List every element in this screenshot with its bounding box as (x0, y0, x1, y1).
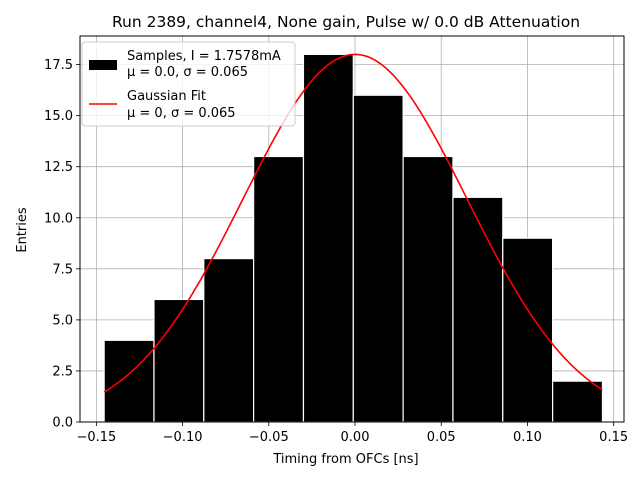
y-axis-ticks: 0.0 2.5 5.0 7.5 10.0 12.5 15.0 17.5 (44, 58, 80, 431)
y-tick-label: 0.0 (52, 416, 73, 431)
y-tick-label: 2.5 (52, 364, 73, 379)
legend-fit-stats: μ = 0, σ = 0.065 (127, 106, 236, 121)
histogram-bar (203, 258, 255, 423)
x-tick-label: −0.15 (76, 430, 116, 445)
x-tick-label: 0.15 (599, 430, 628, 445)
x-axis-label: Timing from OFCs [ns] (272, 452, 418, 467)
y-tick-label: 10.0 (44, 211, 73, 226)
legend-histogram-stats: μ = 0.0, σ = 0.065 (127, 65, 248, 80)
y-tick-label: 17.5 (44, 58, 73, 73)
x-axis-ticks: −0.15 −0.10 −0.05 0.00 0.05 0.10 0.15 (76, 422, 628, 445)
x-tick-label: 0.00 (341, 430, 370, 445)
histogram-bar (302, 53, 354, 423)
x-tick-label: 0.10 (513, 430, 542, 445)
histogram-bar (552, 380, 604, 423)
legend: Samples, I = 1.7578mA μ = 0.0, σ = 0.065… (81, 41, 296, 127)
histogram-bar (452, 196, 504, 423)
legend-fit-label: Gaussian Fit (127, 89, 206, 104)
histogram-bar (352, 94, 404, 423)
y-axis-label: Entries (15, 207, 30, 253)
x-tick-label: −0.10 (163, 430, 203, 445)
histogram-bar (402, 155, 454, 423)
x-tick-label: −0.05 (249, 430, 289, 445)
legend-histogram-label: Samples, I = 1.7578mA (127, 49, 281, 64)
histogram-bar (253, 155, 305, 423)
chart-title: Run 2389, channel4, None gain, Pulse w/ … (112, 13, 580, 31)
legend-box (81, 41, 296, 127)
y-tick-label: 15.0 (44, 109, 73, 124)
histogram-bar (153, 298, 205, 423)
y-tick-label: 7.5 (52, 262, 73, 277)
plot-frame (79, 35, 625, 423)
gaussian-fit-line (103, 53, 603, 393)
histogram-bars (103, 53, 604, 423)
histogram-bar (103, 339, 155, 423)
legend-histogram-swatch (89, 60, 117, 70)
y-tick-label: 5.0 (52, 313, 73, 328)
histogram-bar (502, 237, 554, 423)
y-tick-label: 12.5 (44, 160, 73, 175)
x-tick-label: 0.05 (427, 430, 456, 445)
